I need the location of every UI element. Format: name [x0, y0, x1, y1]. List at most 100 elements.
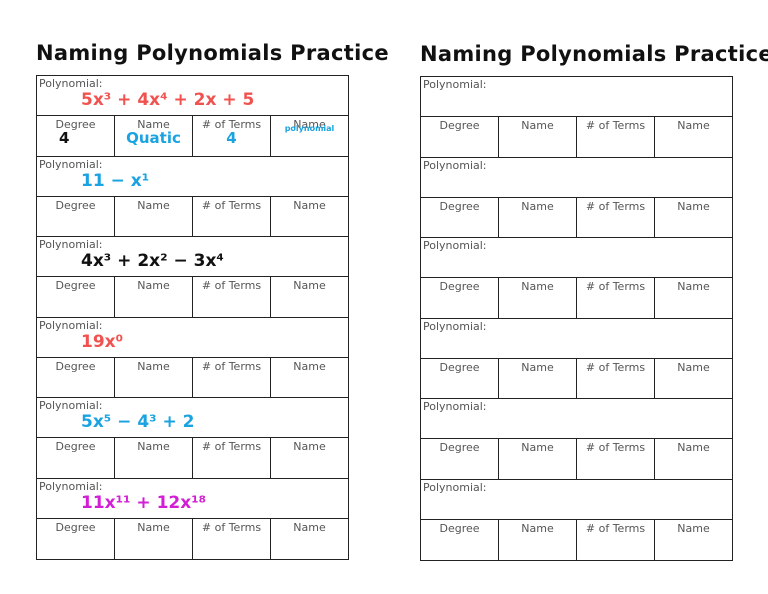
answer-cell: Name: [271, 277, 348, 317]
column-header: Name: [521, 521, 554, 535]
column-header: Degree: [55, 359, 96, 373]
column-header: # of Terms: [585, 119, 646, 132]
answer-cell: Degree: [421, 117, 499, 157]
handwritten-expression: 5x³ + 4x⁴ + 2x + 5: [81, 90, 255, 110]
answer-cell: # of Terms: [193, 196, 271, 236]
answer-cell: Name: [655, 359, 732, 399]
column-header: Name: [521, 119, 554, 132]
column-header: Name: [137, 118, 170, 131]
answer-cell: Name: [499, 278, 577, 318]
column-header: # of Terms: [585, 199, 646, 213]
polynomial-label: Polynomial:: [423, 239, 487, 252]
column-header: Name: [293, 198, 326, 212]
answer-row: Degree Name # of Terms Name: [37, 196, 348, 237]
answer-cell: Name: [655, 198, 732, 238]
answer-cell: Name polynomial: [271, 116, 348, 156]
answer-cell: Degree: [37, 277, 115, 317]
answer-cell: Name: [271, 197, 348, 237]
answer-cell: Name: [115, 357, 193, 397]
answer-cell: # of Terms: [577, 358, 655, 398]
answer-cell: Degree: [421, 439, 499, 479]
column-header: Degree: [55, 520, 96, 534]
column-header: Degree: [55, 440, 96, 453]
column-header: # of Terms: [585, 360, 646, 374]
column-header: Name: [293, 118, 326, 131]
handwritten-answer: 4: [59, 129, 70, 147]
polynomial-row: Polynomial:: [421, 319, 732, 359]
answer-row: Degree Name # of Terms Name: [421, 358, 732, 399]
polynomial-label: Polynomial:: [39, 318, 103, 332]
column-header: Name: [677, 280, 710, 293]
column-header: Degree: [55, 118, 96, 131]
column-header: Name: [677, 360, 710, 374]
column-header: Name: [677, 521, 710, 535]
column-header: Degree: [439, 119, 480, 132]
answer-row: Degree 4 Name Quatic # of Terms 4 Name polynomi…: [37, 116, 348, 157]
handwritten-expression: 11 − x¹: [81, 170, 150, 191]
answer-cell: Degree: [37, 518, 115, 559]
column-header: Degree: [55, 198, 96, 212]
polynomial-label: Polynomial:: [39, 157, 103, 171]
answer-cell: Degree: [421, 197, 499, 237]
answer-cell: Name: [499, 197, 577, 237]
polynomial-label: Polynomial:: [39, 399, 103, 412]
answer-cell: # of Terms: [577, 278, 655, 318]
answer-row: Degree Name # of Terms Name: [421, 519, 732, 561]
answer-row: Degree Name # of Terms Name: [421, 197, 732, 238]
column-header: # of Terms: [201, 118, 262, 131]
polynomial-row: Polynomial:: [421, 158, 732, 198]
problem-table: Polynomial: Degree Name # of Terms Name Polyn…: [420, 76, 733, 561]
answer-cell: # of Terms: [577, 197, 655, 237]
handwritten-expression: 4x³ + 2x² − 3x⁴: [81, 251, 224, 271]
column-header: Name: [521, 280, 554, 293]
answer-cell: Name: [115, 438, 193, 478]
answer-cell: Name: [655, 117, 732, 157]
polynomial-row: Polynomial: 5x³ + 4x⁴ + 2x + 5: [37, 76, 348, 116]
answer-cell: # of Terms: [193, 357, 271, 397]
worksheet-title: Naming Polynomials Practice: [420, 42, 768, 66]
handwritten-answer: polynomial: [284, 124, 335, 133]
column-header: Name: [521, 441, 554, 454]
answer-cell: # of Terms: [577, 439, 655, 479]
answer-row: Degree Name # of Terms Name: [37, 438, 348, 479]
worksheet-title: Naming Polynomials Practice: [36, 41, 389, 65]
answer-cell: # of Terms: [193, 277, 271, 317]
polynomial-label: Polynomial:: [423, 480, 487, 494]
column-header: Name: [293, 359, 326, 373]
column-header: Name: [137, 198, 170, 212]
polynomial-label: Polynomial:: [423, 319, 487, 333]
answer-cell: Degree: [421, 519, 499, 560]
column-header: Name: [677, 199, 710, 213]
answer-cell: # of Terms: [193, 438, 271, 478]
column-header: Degree: [439, 199, 480, 213]
answer-cell: Degree: [421, 358, 499, 398]
column-header: Name: [521, 199, 554, 213]
answer-cell: Name: [499, 439, 577, 479]
polynomial-row: Polynomial:: [421, 480, 732, 520]
column-header: Name: [677, 119, 710, 132]
answer-cell: Degree 4: [37, 116, 115, 156]
answer-cell: Name: [499, 358, 577, 398]
polynomial-label: Polynomial:: [423, 158, 487, 172]
answer-cell: Name: [271, 358, 348, 398]
column-header: Name: [137, 440, 170, 453]
answer-cell: Name: [271, 519, 348, 560]
polynomial-row: Polynomial:: [421, 399, 732, 439]
answer-row: Degree Name # of Terms Name: [421, 278, 732, 319]
polynomial-label: Polynomial:: [423, 400, 487, 413]
problem-table: Polynomial: 5x³ + 4x⁴ + 2x + 5 Degree 4 Name…: [36, 75, 349, 560]
answer-row: Degree Name # of Terms Name: [37, 518, 348, 560]
answer-cell: Name Quatic: [115, 116, 193, 156]
answer-cell: Name: [655, 520, 732, 561]
polynomial-row: Polynomial:: [421, 77, 732, 117]
column-header: Name: [137, 359, 170, 373]
column-header: Name: [137, 520, 170, 534]
handwritten-answer: Quatic: [126, 129, 181, 147]
answer-cell: Name: [115, 196, 193, 236]
answer-cell: Degree: [37, 438, 115, 478]
column-header: # of Terms: [201, 279, 262, 292]
column-header: # of Terms: [585, 521, 646, 535]
polynomial-row: Polynomial: 19x⁰: [37, 318, 348, 358]
polynomial-row: Polynomial:: [421, 238, 732, 278]
